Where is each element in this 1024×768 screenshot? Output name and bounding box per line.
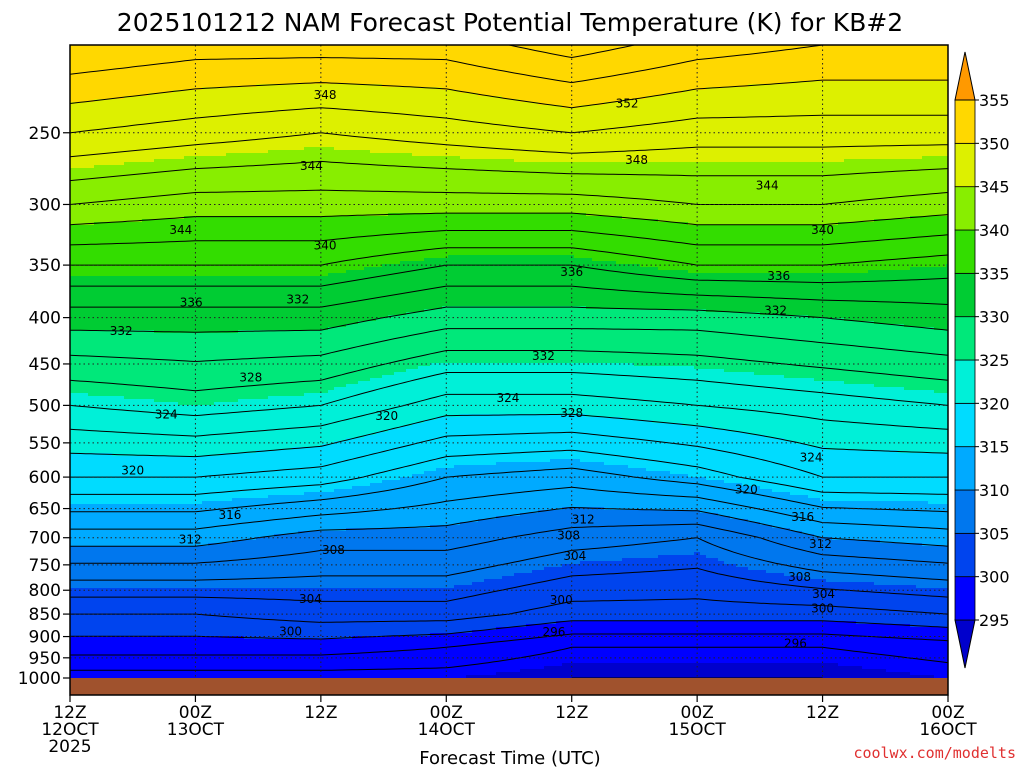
- contour-label-29: 308: [322, 543, 345, 557]
- colorbar-label-330: 330: [979, 308, 1010, 327]
- credit-text: coolwx.com/modelts: [853, 744, 1016, 762]
- contour-label-26: 312: [179, 532, 202, 546]
- contour-label-37: 296: [542, 625, 565, 639]
- contour-label-4: 344: [756, 179, 779, 193]
- ytick-label-850: 850: [29, 605, 61, 625]
- ytick-label-750: 750: [29, 556, 61, 576]
- xtick-label-48-2: 14OCT: [418, 720, 476, 740]
- colorbar-label-300: 300: [979, 568, 1010, 587]
- contour-label-3: 344: [300, 159, 323, 173]
- colorbar-swatch-325: [955, 317, 975, 360]
- colorbar-swatch-345: [955, 143, 975, 186]
- contour-label-15: 328: [239, 371, 262, 385]
- ytick-label-700: 700: [29, 529, 61, 549]
- contour-label-1: 352: [616, 96, 639, 110]
- contour-label-7: 340: [314, 239, 337, 253]
- xtick-label-12-3: 2025: [48, 737, 91, 757]
- contour-label-33: 300: [550, 593, 573, 607]
- contour-label-8: 336: [560, 265, 583, 279]
- contour-label-34: 304: [812, 587, 835, 601]
- colorbar-label-350: 350: [979, 134, 1010, 153]
- contour-label-16: 324: [497, 391, 520, 405]
- colorbar-label-295: 295: [979, 611, 1010, 630]
- x-axis-label: Forecast Time (UTC): [419, 748, 600, 768]
- colorbar-label-320: 320: [979, 394, 1010, 413]
- colorbar-label-310: 310: [979, 481, 1010, 500]
- contour-label-35: 300: [811, 601, 834, 615]
- colorbar-label-345: 345: [979, 178, 1010, 197]
- contour-label-13: 332: [110, 324, 133, 338]
- colorbar-swatch-335: [955, 230, 975, 273]
- ground-strip: [70, 678, 948, 695]
- contour-label-32: 304: [299, 592, 322, 606]
- xtick-label-72-2: 15OCT: [669, 720, 727, 740]
- colorbar-swatch-330: [955, 273, 975, 316]
- xtick-label-36-1: 12Z: [304, 703, 337, 723]
- contour-label-0: 348: [314, 88, 337, 102]
- colorbar-swatch-350: [955, 100, 975, 143]
- contour-label-36: 300: [279, 625, 302, 639]
- contour-label-24: 312: [572, 512, 595, 526]
- ytick-label-500: 500: [29, 396, 61, 416]
- contour-label-12: 332: [764, 304, 787, 318]
- contour-label-25: 316: [791, 510, 814, 524]
- colorbar-swatch-320: [955, 360, 975, 403]
- ytick-label-400: 400: [29, 309, 61, 329]
- colorbar: 295 300 305 310 315 320 325 330 335 340 345 350 355: [955, 52, 1010, 668]
- ytick-label-600: 600: [29, 468, 61, 488]
- theta-filled-contours: [70, 45, 953, 679]
- colorbar-label-315: 315: [979, 438, 1010, 457]
- colorbar-swatch-305: [955, 490, 975, 533]
- contour-label-27: 308: [557, 528, 580, 542]
- ytick-label-350: 350: [29, 256, 61, 276]
- colorbar-high-arrow: [955, 52, 975, 100]
- colorbar-label-340: 340: [979, 221, 1010, 240]
- ytick-label-650: 650: [29, 500, 61, 520]
- ytick-label-900: 900: [29, 628, 61, 648]
- contour-label-23: 316: [218, 508, 241, 522]
- colorbar-swatch-340: [955, 187, 975, 230]
- contour-label-11: 332: [286, 293, 309, 307]
- contour-label-18: 328: [560, 406, 583, 420]
- xtick-label-24-2: 13OCT: [167, 720, 225, 740]
- contour-label-6: 340: [811, 223, 834, 237]
- ytick-label-450: 450: [29, 355, 61, 375]
- contour-label-19: 320: [375, 409, 398, 423]
- contour-label-28: 312: [809, 537, 832, 551]
- contour-label-38: 296: [784, 636, 807, 650]
- colorbar-label-335: 335: [979, 264, 1010, 283]
- xtick-label-84-1: 12Z: [806, 703, 839, 723]
- colorbar-label-325: 325: [979, 351, 1010, 370]
- chart-title: 2025101212 NAM Forecast Potential Temper…: [117, 8, 903, 37]
- colorbar-swatch-300: [955, 533, 975, 576]
- contour-label-2: 348: [625, 153, 648, 167]
- contour-label-10: 336: [180, 296, 203, 310]
- ytick-label-1000: 1000: [18, 669, 61, 689]
- contour-label-20: 324: [800, 451, 823, 465]
- contour-label-9: 336: [767, 269, 790, 283]
- colorbar-label-305: 305: [979, 524, 1010, 543]
- contour-label-21: 320: [121, 463, 144, 477]
- colorbar-label-355: 355: [979, 91, 1010, 110]
- contour-label-22: 320: [735, 482, 758, 496]
- contour-label-17: 324: [155, 408, 178, 422]
- colorbar-swatch-310: [955, 447, 975, 490]
- xtick-label-96-2: 16OCT: [919, 720, 977, 740]
- contour-label-5: 344: [169, 223, 192, 237]
- colorbar-swatch-295: [955, 577, 975, 620]
- xtick-label-60-1: 12Z: [555, 703, 588, 723]
- ytick-label-950: 950: [29, 649, 61, 669]
- ytick-label-250: 250: [29, 124, 61, 144]
- contour-label-30: 304: [563, 549, 586, 563]
- contour-label-31: 308: [788, 570, 811, 584]
- colorbar-low-arrow: [955, 620, 975, 668]
- ytick-label-800: 800: [29, 581, 61, 601]
- ytick-label-300: 300: [29, 195, 61, 215]
- colorbar-swatch-315: [955, 403, 975, 446]
- ytick-label-550: 550: [29, 434, 61, 454]
- pressure-axis: 250 300 350 400 450 500 550 600 650 700 750 800 850 9…: [18, 124, 70, 689]
- contour-label-14: 332: [532, 349, 555, 363]
